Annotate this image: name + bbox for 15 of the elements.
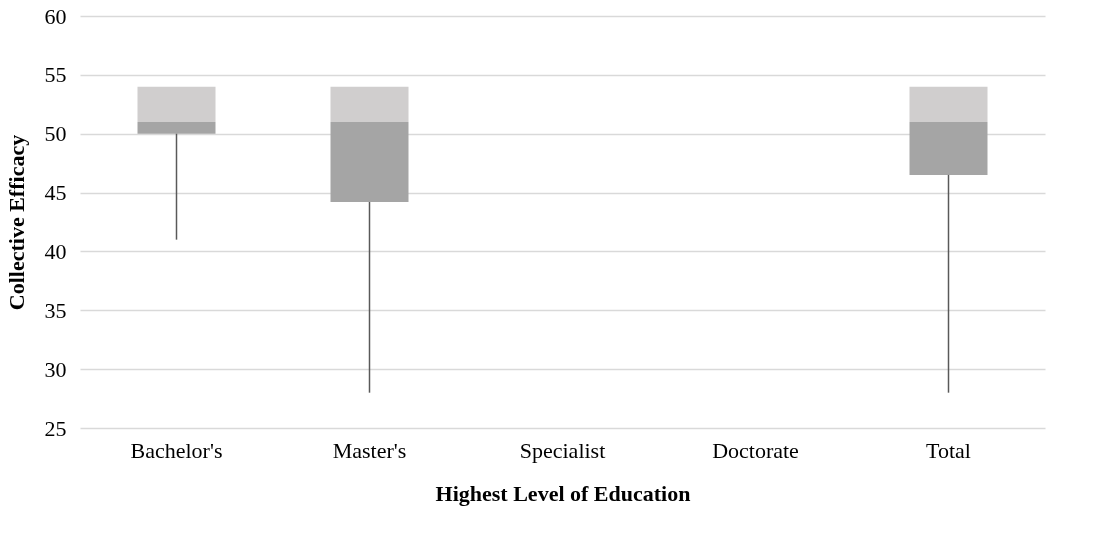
y-tick-label: 30 — [44, 356, 67, 382]
x-tick-label: Specialist — [519, 437, 606, 463]
x-tick-label: Master's — [332, 437, 407, 463]
y-tick-label: 45 — [44, 180, 67, 206]
y-tick-label: 40 — [44, 238, 67, 264]
x-tick-label: Bachelor's — [130, 437, 223, 463]
y-tick-label: 50 — [44, 121, 67, 147]
x-axis-title: Highest Level of Education — [435, 480, 691, 506]
x-tick-label: Doctorate — [712, 437, 799, 463]
y-tick-label: 35 — [44, 297, 67, 323]
y-tick-label: 25 — [44, 415, 67, 441]
y-tick-label: 55 — [44, 62, 67, 88]
x-tick-label: Total — [926, 437, 971, 463]
y-tick-label: 60 — [44, 3, 67, 29]
y-axis-title: Collective Efficacy — [3, 134, 29, 311]
